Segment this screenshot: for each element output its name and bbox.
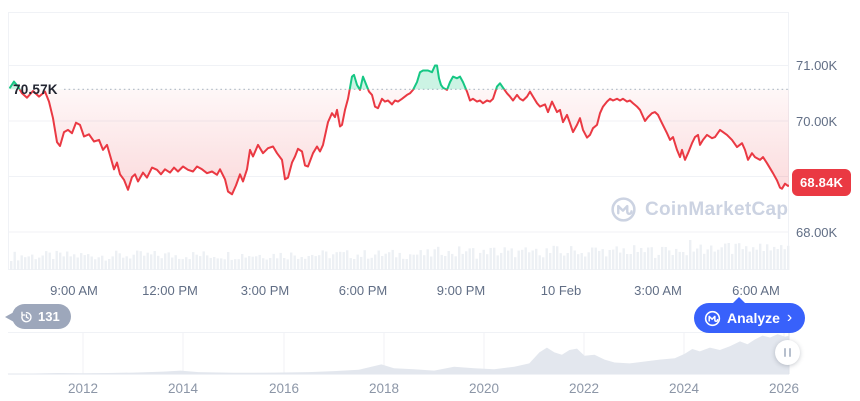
navigator-drag-handle[interactable] xyxy=(775,340,800,365)
history-clock-icon xyxy=(19,310,33,324)
y-axis-label: 71.00K xyxy=(796,58,838,73)
history-count-value: 131 xyxy=(38,309,60,324)
reference-price-label: 70.57K xyxy=(13,82,58,97)
history-count-badge[interactable]: 131 xyxy=(12,304,71,329)
timeline-year-label: 2018 xyxy=(368,381,400,396)
watermark-text: CoinMarketCap xyxy=(645,198,789,220)
analyze-button-label: Analyze xyxy=(727,310,780,326)
y-axis-label: 70.00K xyxy=(796,113,838,129)
y-axis-label: 68.00K xyxy=(796,224,838,240)
x-axis-label: 3:00 AM xyxy=(634,283,682,298)
x-axis-label: 9:00 PM xyxy=(436,283,486,298)
drag-handle-bar xyxy=(784,348,786,357)
timeline-year-label: 2026 xyxy=(768,381,800,396)
timeline-year-label: 2024 xyxy=(668,381,700,396)
timeline-year-label: 2020 xyxy=(468,381,500,396)
current-price-badge: 68.84K xyxy=(792,169,852,196)
coinmarketcap-watermark: CoinMarketCap xyxy=(610,196,788,223)
x-axis-label: 9:00 AM xyxy=(50,283,98,298)
timeline-year-label: 2014 xyxy=(167,381,199,396)
x-axis-label: 6:00 AM xyxy=(732,283,780,298)
x-axis-label: 10 Feb xyxy=(540,283,582,298)
chevron-right-icon: › xyxy=(786,309,793,326)
timeline-year-label: 2012 xyxy=(67,381,99,396)
drag-handle-bar xyxy=(789,348,791,357)
analyze-button[interactable]: Analyze › xyxy=(694,297,806,333)
coinmarketcap-logo-icon xyxy=(610,196,637,223)
timeline-year-label: 2016 xyxy=(268,381,300,396)
coinmarketcap-badge-icon xyxy=(704,310,721,327)
x-axis-label: 3:00 PM xyxy=(240,283,290,298)
timeline-year-label: 2022 xyxy=(568,381,600,396)
x-axis-label: 6:00 PM xyxy=(338,283,388,298)
timeline-navigator[interactable] xyxy=(8,332,789,375)
x-axis-label: 12:00 PM xyxy=(142,283,198,298)
